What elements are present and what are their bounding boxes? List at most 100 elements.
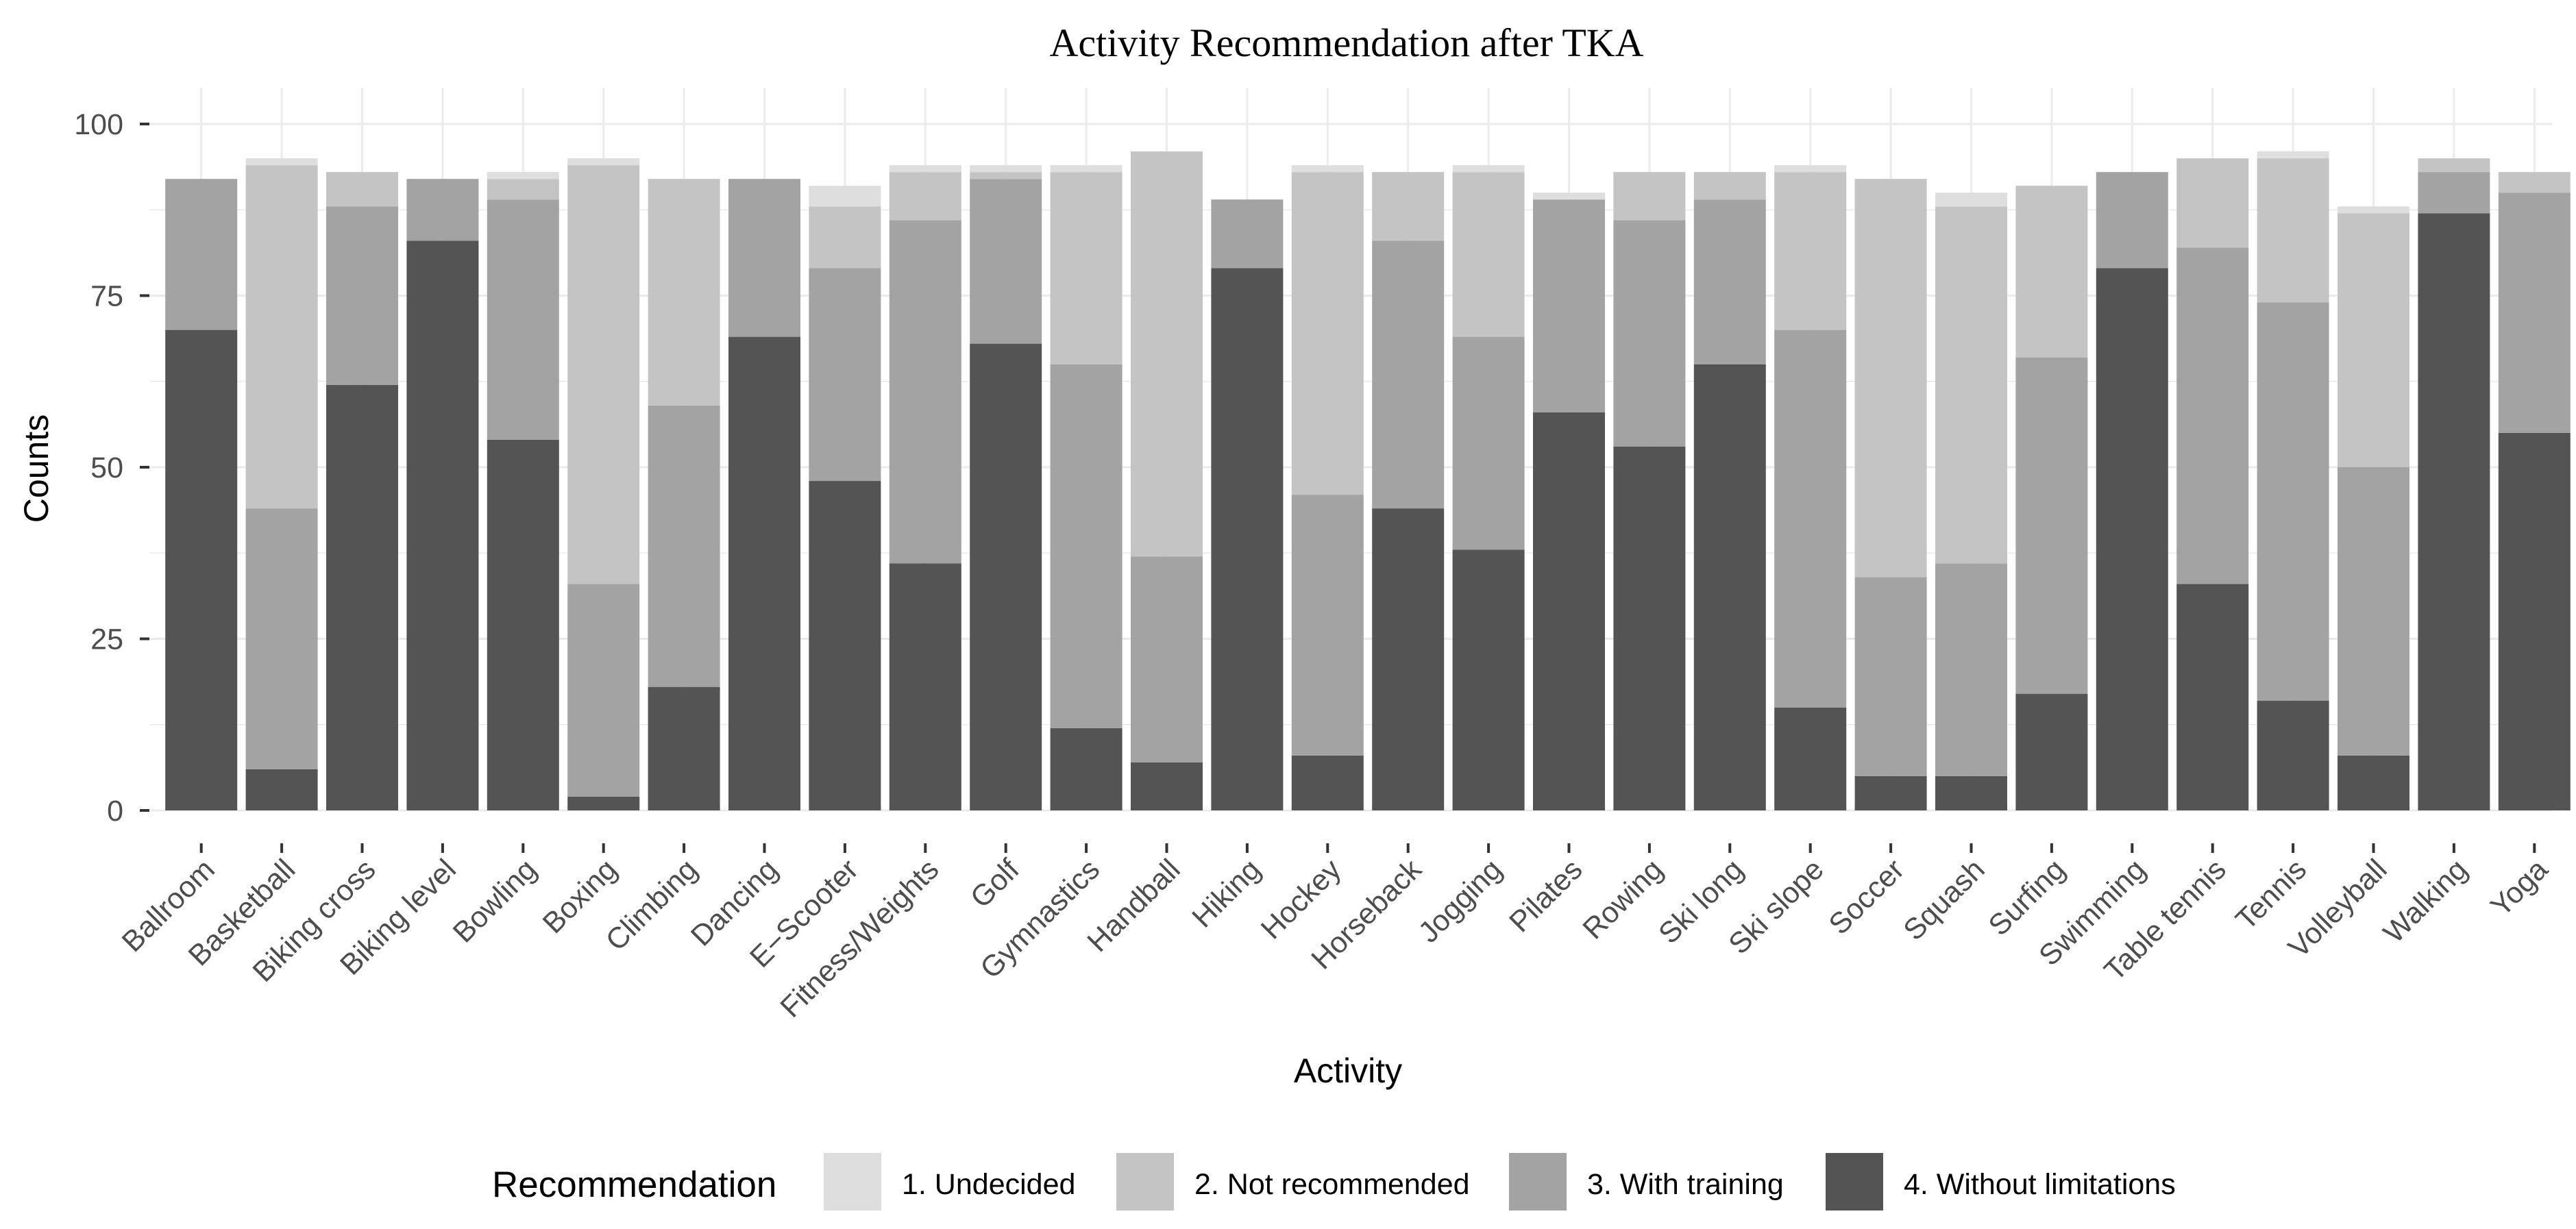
bar-segment: [2418, 172, 2490, 214]
legend-key: [1509, 1153, 1567, 1211]
bar-segment: [970, 165, 1042, 173]
bar-segment: [406, 179, 479, 241]
bar-segment: [567, 584, 640, 797]
bar-segment: [1613, 446, 1686, 810]
bar-segment: [245, 158, 318, 166]
bar-segment: [1533, 199, 1605, 412]
bar-segment: [970, 343, 1042, 810]
bar-segment: [1372, 172, 1445, 241]
x-tick-label: Jogging: [1412, 853, 1508, 949]
bar-segment: [1050, 172, 1123, 364]
bar-segment: [2338, 755, 2409, 810]
bar-segment: [728, 179, 800, 337]
bar-segment: [1372, 240, 1445, 509]
bar-segment: [2015, 186, 2088, 358]
bar-segment: [809, 186, 881, 207]
bar-segment: [809, 481, 881, 810]
bar-segment: [2176, 584, 2249, 810]
bar-segment: [1613, 220, 1686, 447]
bar-segment: [2498, 432, 2571, 810]
y-tick-label: 25: [90, 623, 123, 656]
bar-segment: [889, 165, 961, 173]
bar-segment: [1211, 268, 1284, 810]
bar-segment: [1935, 193, 2007, 207]
y-tick-label: 100: [74, 108, 123, 141]
bar-segment: [2498, 193, 2571, 433]
bar-segment: [1452, 172, 1525, 337]
bar-segment: [648, 405, 720, 687]
bar-segment: [1291, 165, 1364, 173]
bar-segment: [1050, 165, 1123, 173]
y-tick-label: 0: [107, 795, 123, 828]
bar-segment: [326, 206, 398, 385]
legend-title: Recommendation: [492, 1165, 776, 1205]
bar-segment: [1854, 775, 1927, 810]
bar-segment: [1533, 412, 1605, 810]
y-axis: 0 25 50 75 100: [74, 108, 149, 828]
bar-segment: [1693, 364, 1766, 810]
bars: [165, 151, 2571, 811]
bar-segment: [2015, 693, 2088, 810]
bar-segment: [2015, 357, 2088, 694]
bar-segment: [1452, 165, 1525, 173]
bar-segment: [2338, 467, 2409, 756]
legend-label: 3. With training: [1587, 1168, 1784, 1201]
bar-segment: [1050, 728, 1123, 810]
bar-segment: [2418, 158, 2490, 173]
bar-segment: [1291, 172, 1364, 495]
legend-key: [1826, 1153, 1883, 1211]
legend-label: 1. Undecided: [902, 1168, 1075, 1201]
bar-segment: [326, 172, 398, 207]
chart-title: Activity Recommendation after TKA: [1049, 21, 1643, 65]
bar-segment: [1291, 495, 1364, 756]
bar-segment: [1774, 172, 1847, 330]
bar-segment: [1693, 172, 1766, 200]
bar-segment: [165, 179, 238, 330]
bar-segment: [1693, 199, 1766, 364]
legend-key: [824, 1153, 881, 1211]
bar-segment: [326, 384, 398, 810]
bar-segment: [1774, 165, 1847, 173]
legend: Recommendation 1. Undecided 2. Not recomm…: [492, 1153, 2176, 1211]
y-axis-title: Counts: [17, 414, 56, 523]
bar-segment: [1050, 364, 1123, 728]
bar-segment: [1774, 330, 1847, 708]
bar-segment: [245, 769, 318, 810]
bar-segment: [889, 172, 961, 221]
x-tick-label: Yoga: [2484, 853, 2554, 923]
y-tick-label: 50: [90, 451, 123, 484]
bar-segment: [728, 336, 800, 810]
bar-segment: [1613, 172, 1686, 221]
bar-segment: [2257, 158, 2329, 303]
bar-segment: [1854, 179, 1927, 578]
bar-segment: [487, 179, 559, 200]
bar-segment: [406, 240, 479, 811]
bar-segment: [2257, 302, 2329, 701]
bar-segment: [1131, 151, 1203, 557]
bar-segment: [1935, 206, 2007, 564]
x-tick-label: Golf: [964, 852, 1026, 914]
bar-segment: [970, 179, 1042, 344]
legend-label: 2. Not recommended: [1194, 1168, 1470, 1201]
bar-segment: [1372, 508, 1445, 810]
bar-segment: [1131, 762, 1203, 810]
bar-segment: [1131, 556, 1203, 762]
bar-segment: [567, 158, 640, 166]
bar-segment: [487, 199, 559, 440]
legend-key: [1116, 1153, 1174, 1211]
bar-segment: [487, 172, 559, 179]
bar-segment: [1774, 707, 1847, 810]
x-axis-title: Activity: [1294, 1052, 1402, 1090]
bar-segment: [2257, 151, 2329, 159]
bar-segment: [567, 165, 640, 584]
bar-segment: [567, 796, 640, 810]
bar-segment: [245, 508, 318, 769]
bar-segment: [2096, 172, 2168, 269]
bar-segment: [2096, 268, 2168, 810]
x-tick-label: Bowling: [447, 853, 543, 949]
bar-segment: [2176, 158, 2249, 248]
bar-segment: [2176, 247, 2249, 584]
bar-segment: [889, 220, 961, 564]
x-tick-label: Rowing: [1577, 853, 1669, 945]
